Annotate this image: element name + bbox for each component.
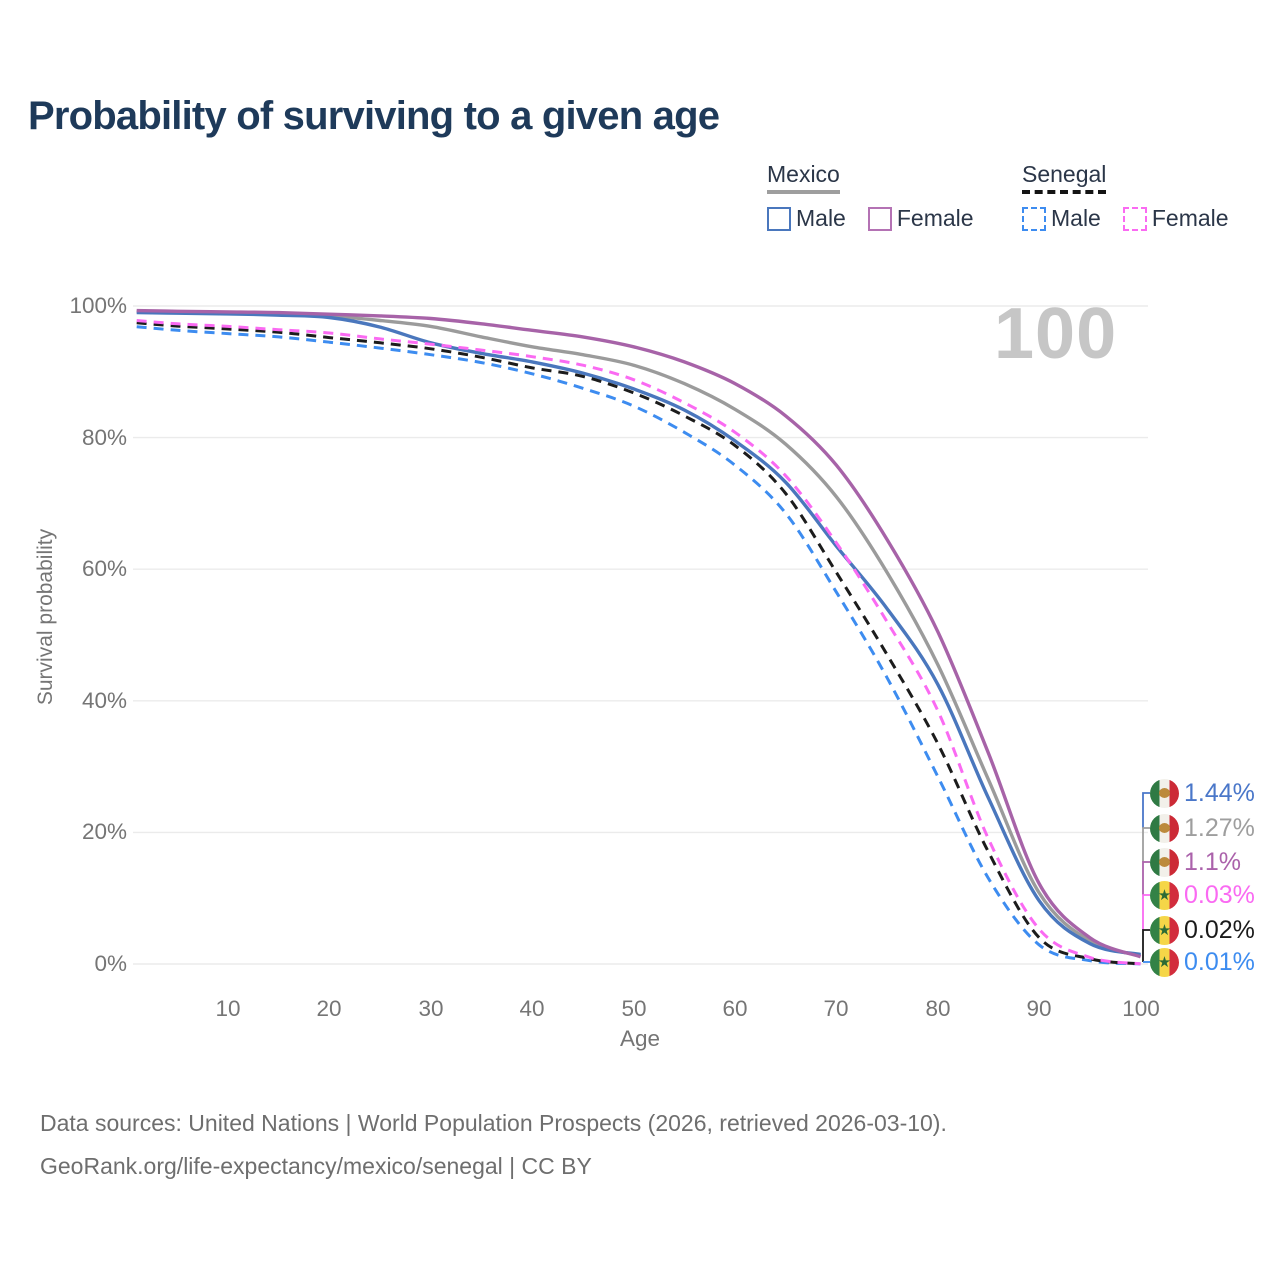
x-tick-label: 40 [519,996,545,1021]
end-label-connector [1142,929,1150,962]
legend-group-mexico: Mexico Male Female [767,161,974,232]
senegal-flag-icon: ★ [1150,880,1179,910]
end-label-connector [1142,827,1150,862]
x-tick-label: 60 [722,996,748,1021]
legend-label-mexico-female[interactable]: Female [896,205,974,231]
end-label-connector [1142,894,1150,930]
x-tick-label: 80 [925,996,951,1021]
mexico-flag-emblem [1159,857,1170,867]
senegal-flag-icon: ★ [1150,947,1179,977]
legend-item-mexico-male[interactable]: Male [767,205,846,232]
end-label-connector [1142,861,1150,895]
mexico-flag-icon [1150,813,1179,843]
end-label-value: 0.03% [1184,880,1255,909]
end-label: 1.44% [1150,778,1255,808]
senegal-female-swatch-icon[interactable] [1122,206,1147,231]
senegal-flag-emblem: ★ [1157,886,1172,904]
legend-label-senegal-female[interactable]: Female [1151,205,1229,231]
x-axis-title: Age [619,1026,661,1051]
end-label: 1.27% [1150,813,1255,843]
curve-senegal-female [136,319,1141,966]
footer-attribution: Data sources: United Nations | World Pop… [40,1102,947,1188]
x-tick-label: 90 [1026,996,1052,1021]
curve-senegal-male [136,325,1141,966]
end-label-value: 1.1% [1184,847,1241,876]
x-tick-label: 50 [621,996,647,1021]
legend-header-senegal: Senegal [1022,161,1107,194]
footer-line-sources: Data sources: United Nations | World Pop… [40,1110,947,1136]
legend-item-mexico-female[interactable]: Female [867,205,974,232]
x-tick-label: 30 [418,996,444,1021]
y-axis-title: Survival probability [34,528,57,706]
y-tick-label: 20% [81,819,127,844]
y-tick-label: 40% [81,688,127,713]
hovered-age-watermark: 100 [994,294,1118,374]
x-tick-label: 20 [316,996,342,1021]
y-tick-label: 100% [69,293,127,318]
page-title: Probability of surviving to a given age [28,94,720,138]
mexico-female-swatch-icon[interactable] [867,206,892,231]
x-tick-label: 70 [823,996,849,1021]
end-label-value: 1.44% [1184,778,1255,807]
end-label: ★ 0.01% [1150,947,1255,977]
x-tick-label: 10 [215,996,241,1021]
mexico-male-swatch-icon[interactable] [767,206,791,231]
legend-label-senegal-male[interactable]: Male [1051,205,1101,231]
mexico-flag-icon [1150,778,1179,808]
legend-group-senegal: Senegal Male Female [1022,161,1229,232]
end-label-value: 0.01% [1184,947,1255,976]
curve-mexico-female [136,308,1142,959]
legend-item-senegal-female[interactable]: Female [1122,205,1229,232]
y-tick-label: 80% [81,425,127,450]
legend-item-senegal-male[interactable]: Male [1022,205,1101,232]
mexico-flag-emblem [1159,788,1170,798]
y-tick-label: 60% [81,556,127,581]
senegal-flag-icon: ★ [1150,915,1179,945]
mexico-flag-icon [1150,847,1179,877]
end-label-connector [1142,792,1150,828]
curve-senegal-both-sexes [136,321,1141,966]
legend-header-mexico: Mexico [767,161,840,194]
legend-label-mexico-male[interactable]: Male [796,205,846,231]
mexico-flag-emblem [1159,823,1170,833]
curve-mexico-male [136,310,1141,957]
y-tick-label: 0% [94,951,127,976]
senegal-male-swatch-icon[interactable] [1022,206,1046,231]
end-label: 1.1% [1150,847,1241,877]
footer-line-url: GeoRank.org/life-expectancy/mexico/seneg… [40,1153,592,1179]
end-label-value: 1.27% [1184,813,1255,842]
end-label-value: 0.02% [1184,915,1255,944]
senegal-flag-emblem: ★ [1157,921,1172,939]
x-tick-label: 100 [1122,996,1160,1021]
end-label: ★ 0.03% [1150,880,1255,910]
end-label: ★ 0.02% [1150,915,1255,945]
senegal-flag-emblem: ★ [1157,953,1172,971]
